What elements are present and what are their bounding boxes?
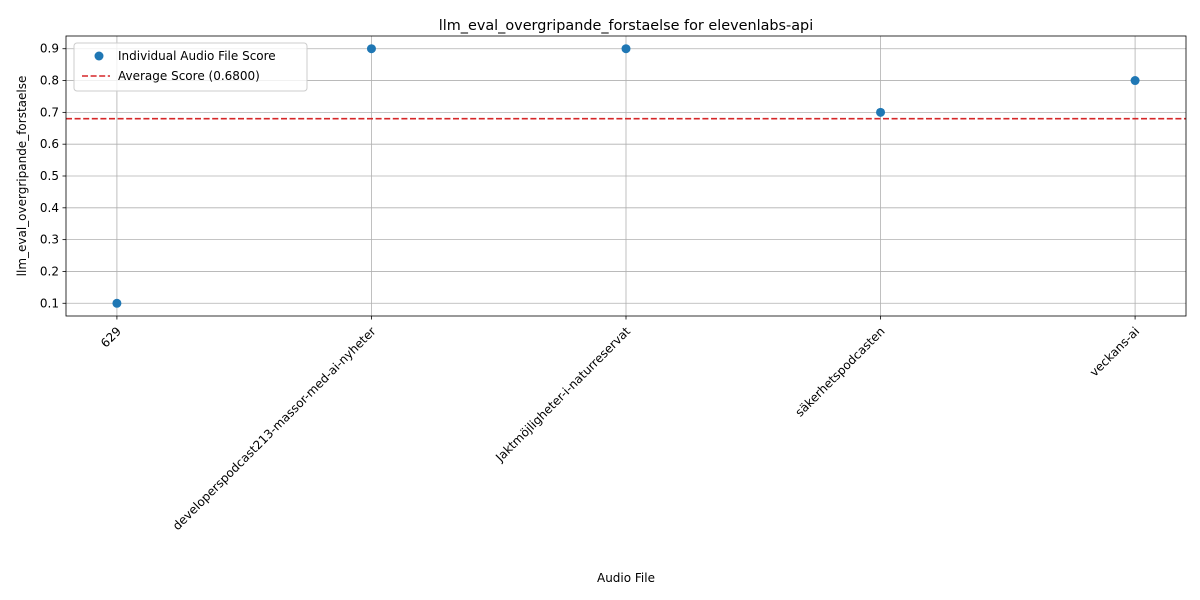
legend-label-scatter: Individual Audio File Score bbox=[118, 49, 276, 63]
legend-label-average: Average Score (0.6800) bbox=[118, 69, 260, 83]
y-tick-label: 0.2 bbox=[40, 264, 59, 278]
data-points bbox=[112, 44, 1140, 308]
data-point bbox=[876, 107, 886, 117]
legend-marker-scatter bbox=[94, 51, 104, 61]
y-tick-label: 0.1 bbox=[40, 296, 59, 310]
y-axis-label: llm_eval_overgripande_forstaelse bbox=[15, 76, 29, 277]
y-tick-label: 0.8 bbox=[40, 74, 59, 88]
y-axis-ticks: 0.1 0.2 0.3 0.4 0.5 0.6 0.7 0.8 0.9 bbox=[40, 42, 66, 310]
chart-title: llm_eval_overgripande_forstaelse for ele… bbox=[439, 18, 813, 34]
data-point bbox=[112, 298, 122, 308]
data-point bbox=[366, 44, 376, 54]
data-point bbox=[621, 44, 631, 54]
y-tick-label: 0.4 bbox=[40, 201, 59, 215]
y-tick-label: 0.5 bbox=[40, 169, 59, 183]
y-tick-label: 0.3 bbox=[40, 233, 59, 247]
y-tick-label: 0.9 bbox=[40, 42, 59, 56]
data-point bbox=[1130, 76, 1140, 86]
legend-box bbox=[73, 42, 308, 92]
x-axis-label: Audio File bbox=[597, 571, 655, 585]
legend: Individual Audio File Score Average Scor… bbox=[73, 42, 308, 92]
y-tick-label: 0.6 bbox=[40, 137, 59, 151]
y-tick-label: 0.7 bbox=[40, 105, 59, 119]
